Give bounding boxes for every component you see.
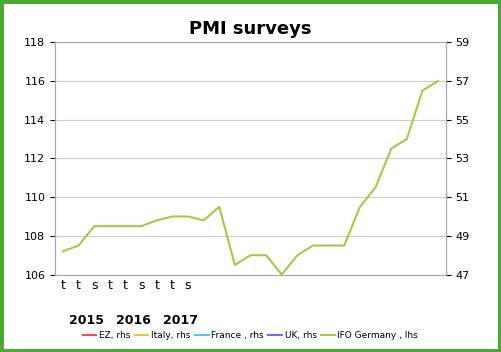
IFO Germany , lhs — [357, 205, 363, 209]
IFO Germany , lhs — [326, 244, 332, 248]
IFO Germany , lhs — [60, 249, 66, 253]
Text: 2017: 2017 — [163, 314, 198, 327]
IFO Germany , lhs — [169, 214, 175, 219]
Text: 2016: 2016 — [116, 314, 151, 327]
IFO Germany , lhs — [122, 224, 128, 228]
IFO Germany , lhs — [435, 79, 441, 83]
IFO Germany , lhs — [76, 244, 82, 248]
Title: PMI surveys: PMI surveys — [189, 20, 312, 38]
IFO Germany , lhs — [388, 146, 394, 151]
IFO Germany , lhs — [247, 253, 254, 257]
IFO Germany , lhs — [185, 214, 191, 219]
IFO Germany , lhs — [373, 186, 379, 190]
IFO Germany , lhs — [279, 272, 285, 277]
IFO Germany , lhs — [107, 224, 113, 228]
IFO Germany , lhs — [91, 224, 97, 228]
IFO Germany , lhs — [216, 205, 222, 209]
IFO Germany , lhs — [154, 218, 160, 222]
Line: IFO Germany , lhs: IFO Germany , lhs — [63, 81, 438, 275]
IFO Germany , lhs — [138, 224, 144, 228]
IFO Germany , lhs — [263, 253, 269, 257]
IFO Germany , lhs — [200, 218, 206, 222]
Text: 2015: 2015 — [69, 314, 104, 327]
IFO Germany , lhs — [295, 253, 301, 257]
IFO Germany , lhs — [341, 244, 347, 248]
IFO Germany , lhs — [310, 244, 316, 248]
Legend: EZ, rhs, Italy, rhs, France , rhs, UK, rhs, IFO Germany , lhs: EZ, rhs, Italy, rhs, France , rhs, UK, r… — [79, 328, 422, 344]
IFO Germany , lhs — [419, 88, 425, 93]
IFO Germany , lhs — [232, 263, 238, 267]
IFO Germany , lhs — [404, 137, 410, 141]
